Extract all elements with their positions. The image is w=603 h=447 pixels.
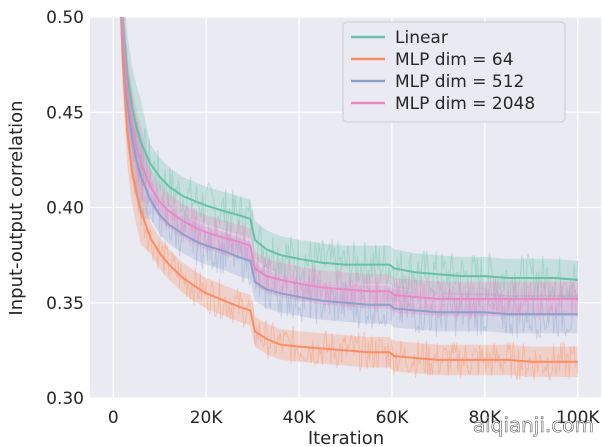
x-tick-label: 60K bbox=[376, 408, 410, 428]
legend-label-linear: Linear bbox=[395, 28, 448, 48]
y-tick-label: 0.35 bbox=[46, 294, 84, 314]
x-tick-label: 0 bbox=[108, 408, 119, 428]
x-tick-label: 20K bbox=[190, 408, 224, 428]
series-line-linear bbox=[121, 17, 578, 281]
series-lines bbox=[120, 17, 578, 363]
legend-label-mlp-512: MLP dim = 512 bbox=[395, 72, 524, 92]
x-axis-label: Iteration bbox=[308, 428, 384, 447]
watermark: aiqianji.com bbox=[473, 413, 594, 437]
raw-line-mlp-2048 bbox=[121, 17, 579, 322]
x-tick-label: 80K bbox=[468, 408, 502, 428]
y-tick-label: 0.30 bbox=[46, 389, 84, 409]
y-tick-label: 0.45 bbox=[46, 103, 84, 123]
y-tick-label: 0.40 bbox=[46, 199, 84, 219]
y-axis-label: Input-output correlation bbox=[6, 100, 27, 315]
series-line-mlp-512 bbox=[120, 17, 578, 316]
band-linear bbox=[120, 17, 578, 299]
x-tick-label: 40K bbox=[283, 408, 317, 428]
raw-line-mlp-512 bbox=[120, 17, 579, 339]
x-tick-labels: 0 20K 40K 60K 80K 100K bbox=[108, 408, 601, 428]
band-mlp-512 bbox=[120, 17, 578, 334]
legend-box bbox=[342, 21, 566, 123]
x-tick-label: 100K bbox=[556, 408, 600, 428]
legend: Linear MLP dim = 64 MLP dim = 512 MLP di… bbox=[342, 21, 566, 123]
raw-line-mlp-64 bbox=[120, 17, 579, 381]
raw-line-linear bbox=[121, 17, 579, 303]
y-tick-label: 0.50 bbox=[46, 8, 84, 28]
legend-label-mlp-64: MLP dim = 64 bbox=[395, 50, 514, 70]
series-line-mlp-64 bbox=[120, 17, 578, 363]
legend-label-mlp-2048: MLP dim = 2048 bbox=[395, 94, 535, 114]
y-tick-labels: 0.30 0.35 0.40 0.45 0.50 bbox=[46, 8, 84, 409]
series-line-mlp-2048 bbox=[121, 17, 578, 300]
